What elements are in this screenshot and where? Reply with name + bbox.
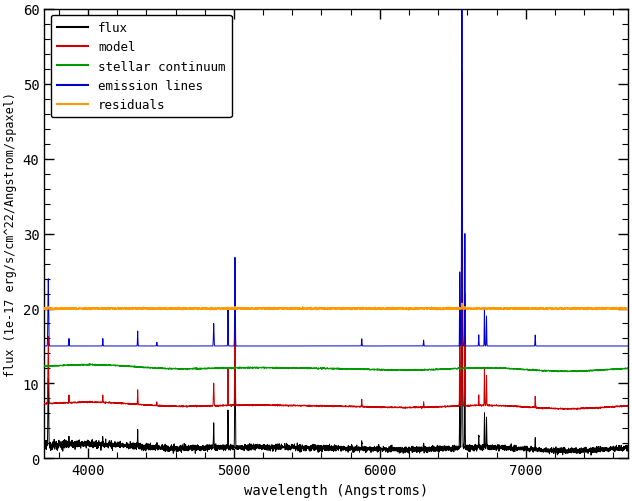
Legend: flux, model, stellar continuum, emission lines, residuals: flux, model, stellar continuum, emission… bbox=[51, 16, 232, 118]
X-axis label: wavelength (Angstroms): wavelength (Angstroms) bbox=[244, 483, 428, 497]
Y-axis label: flux (1e-17 erg/s/cm^22/Angstrom/spaxel): flux (1e-17 erg/s/cm^22/Angstrom/spaxel) bbox=[4, 92, 17, 376]
